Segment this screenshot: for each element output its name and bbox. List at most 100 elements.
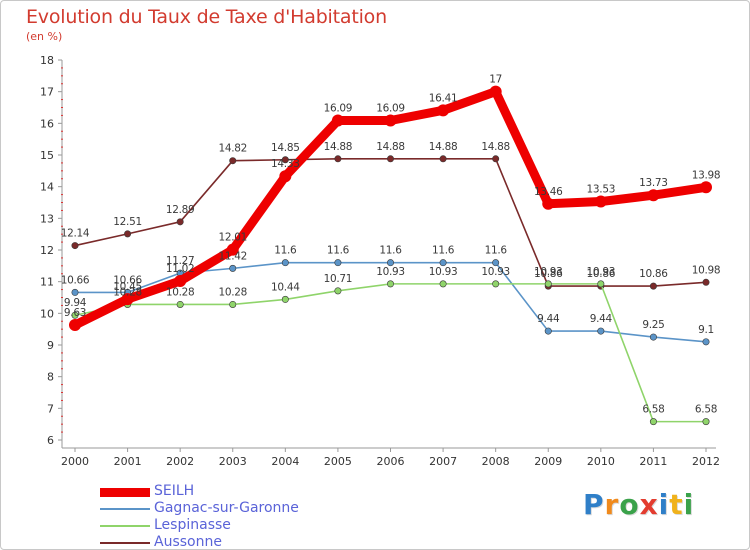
logo-letter: x xyxy=(639,488,659,521)
x-tick-label: 2004 xyxy=(271,455,299,468)
data-point xyxy=(439,280,447,288)
data-point xyxy=(597,327,605,335)
y-tick-label: 12 xyxy=(40,244,54,257)
data-point xyxy=(386,259,394,267)
data-label: 10.66 xyxy=(113,274,142,286)
data-label: 9.44 xyxy=(590,313,613,325)
data-label: 10.93 xyxy=(481,266,510,278)
data-point xyxy=(702,338,710,346)
y-tick-label: 11 xyxy=(40,276,54,289)
data-label: 10.98 xyxy=(692,264,721,276)
data-point xyxy=(226,243,239,256)
logo-letter: P xyxy=(583,488,605,521)
x-tick-label: 2009 xyxy=(534,455,562,468)
data-point xyxy=(334,155,342,163)
x-tick-label: 2003 xyxy=(219,455,247,468)
data-point xyxy=(229,264,237,272)
data-point xyxy=(597,280,605,288)
logo-letter: t xyxy=(669,488,684,521)
data-point xyxy=(229,300,237,308)
chart-title: Evolution du Taux de Taxe d'Habitation xyxy=(26,6,387,28)
x-tick-label: 2011 xyxy=(639,455,667,468)
y-tick-label: 16 xyxy=(40,117,54,130)
legend-label: Gagnac-sur-Garonne xyxy=(154,500,299,516)
data-point xyxy=(492,280,500,288)
data-point xyxy=(281,295,289,303)
x-tick-label: 2008 xyxy=(482,455,510,468)
data-label: 14.85 xyxy=(271,142,300,154)
x-tick-label: 2001 xyxy=(114,455,142,468)
data-label: 11.6 xyxy=(485,245,508,257)
data-point xyxy=(649,282,657,290)
data-point xyxy=(384,114,397,127)
data-label: 11.42 xyxy=(218,250,247,262)
data-label: 10.28 xyxy=(113,286,142,298)
data-point xyxy=(124,230,132,238)
data-label: 9.44 xyxy=(537,313,560,325)
x-tick-label: 2000 xyxy=(61,455,89,468)
data-label: 10.86 xyxy=(587,268,616,280)
data-point xyxy=(69,319,81,332)
data-label: 12.51 xyxy=(113,216,142,228)
data-label: 10.93 xyxy=(376,266,405,278)
data-point xyxy=(281,259,289,267)
legend-swatch xyxy=(100,542,150,544)
data-label: 11.6 xyxy=(379,245,402,257)
data-label: 14.88 xyxy=(376,141,405,153)
data-point xyxy=(492,155,500,163)
data-point xyxy=(386,280,394,288)
logo-letter: o xyxy=(619,488,640,521)
x-tick-label: 2007 xyxy=(429,455,457,468)
data-label: 16.41 xyxy=(429,92,458,104)
data-point xyxy=(439,259,447,267)
data-point xyxy=(71,242,79,250)
legend-item: SEILH xyxy=(100,483,360,499)
data-point xyxy=(702,418,710,426)
proxiti-logo: Proxiti xyxy=(583,488,694,521)
data-label: 12.14 xyxy=(61,228,90,240)
data-point xyxy=(544,280,552,288)
x-tick-label: 2002 xyxy=(166,455,194,468)
data-label: 6.58 xyxy=(642,404,664,416)
y-tick-label: 17 xyxy=(40,86,54,99)
data-label: 17 xyxy=(489,74,502,86)
data-point xyxy=(229,157,237,165)
y-tick-label: 14 xyxy=(40,181,54,194)
data-label: 6.58 xyxy=(695,404,717,416)
data-point xyxy=(71,311,79,319)
data-label: 11.02 xyxy=(166,263,195,275)
data-point xyxy=(176,300,184,308)
data-point xyxy=(331,114,344,127)
data-point xyxy=(71,288,79,296)
data-label: 10.44 xyxy=(271,281,300,293)
y-tick-label: 10 xyxy=(40,307,54,320)
x-tick-label: 2010 xyxy=(587,455,615,468)
chart-subtitle: (en %) xyxy=(26,30,63,43)
data-label: 13.98 xyxy=(692,169,721,181)
x-tick-label: 2006 xyxy=(377,455,405,468)
legend-swatch xyxy=(100,487,150,497)
data-point xyxy=(437,104,450,117)
data-point xyxy=(492,259,500,267)
data-label: 14.88 xyxy=(481,141,510,153)
data-point xyxy=(702,278,710,286)
series-lespinasse xyxy=(71,280,710,426)
y-tick-label: 8 xyxy=(47,371,54,384)
logo-letter: i xyxy=(658,488,670,521)
data-label: 13.46 xyxy=(534,186,563,198)
legend-label: Aussonne xyxy=(154,534,222,550)
data-point xyxy=(649,333,657,341)
data-point xyxy=(121,293,134,306)
legend-label: SEILH xyxy=(154,483,195,499)
data-point xyxy=(489,85,502,98)
legend-swatch xyxy=(100,508,150,510)
data-point xyxy=(544,327,552,335)
y-tick-label: 15 xyxy=(40,149,54,162)
data-label: 14.88 xyxy=(324,141,353,153)
data-point xyxy=(279,170,292,183)
data-label: 9.1 xyxy=(698,324,714,336)
legend-swatch xyxy=(100,525,150,527)
data-label: 9.25 xyxy=(642,319,664,331)
